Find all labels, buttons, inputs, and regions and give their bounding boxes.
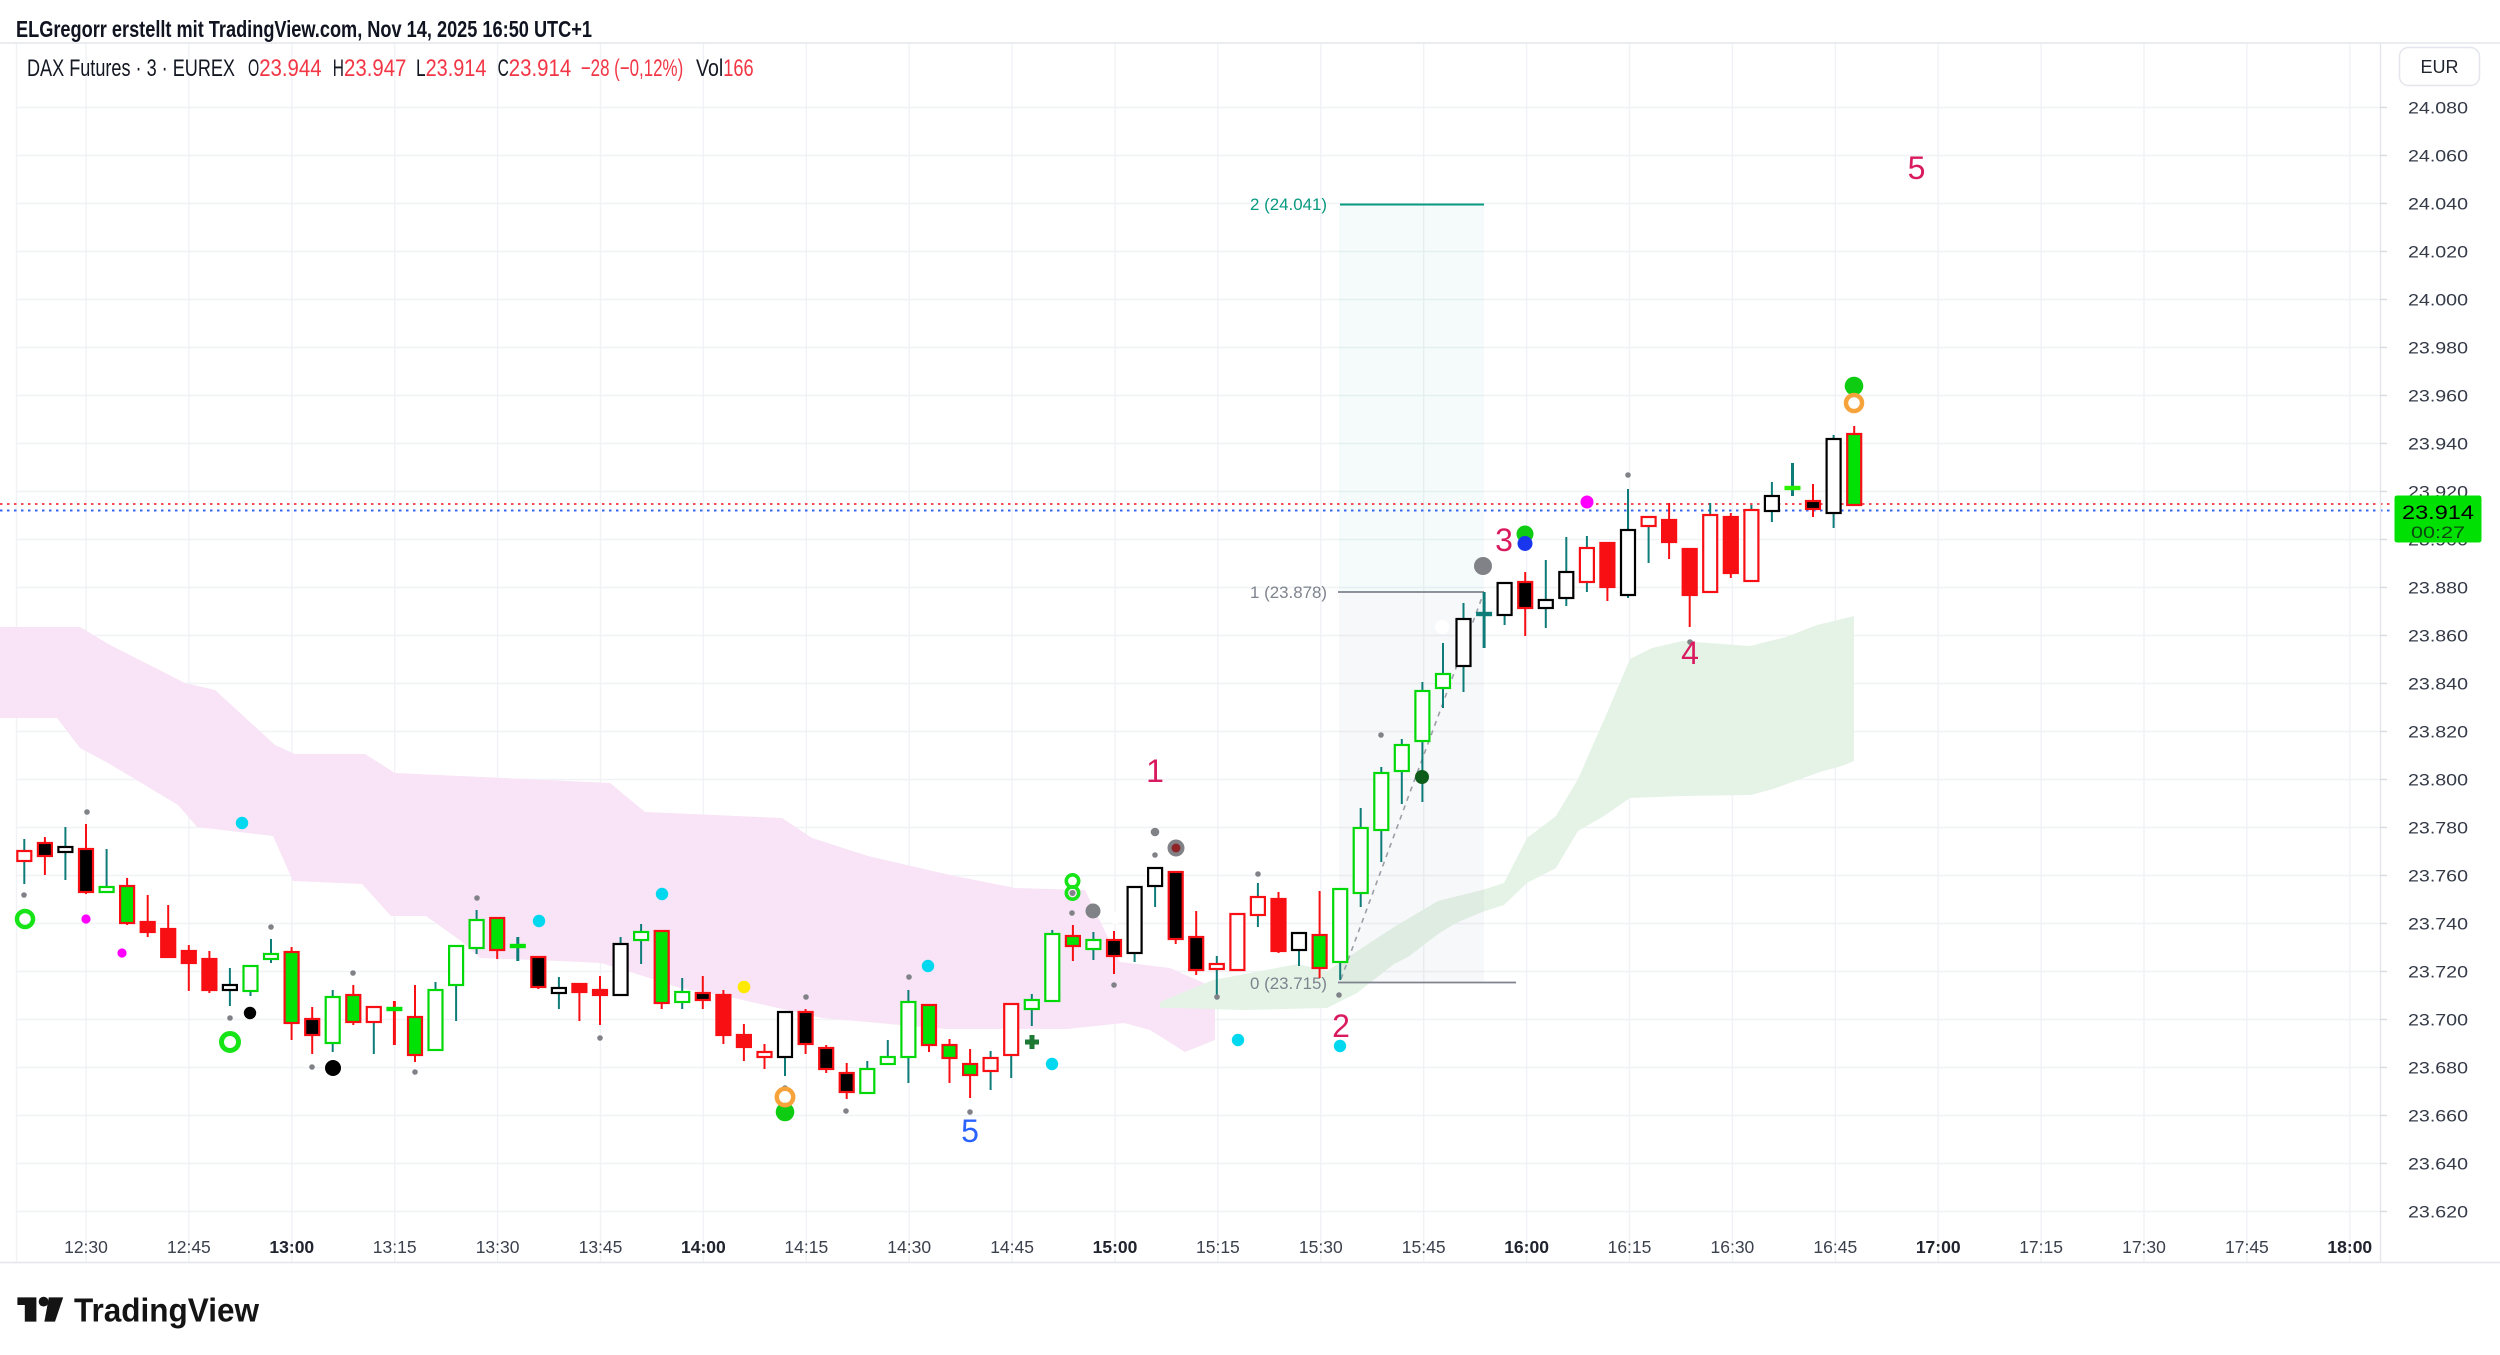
svg-text:23.960: 23.960 <box>2408 388 2468 406</box>
svg-text:17:30: 17:30 <box>2122 1237 2166 1257</box>
svg-text:16:15: 16:15 <box>1608 1237 1652 1257</box>
svg-text:14:45: 14:45 <box>990 1237 1034 1257</box>
svg-text:166: 166 <box>723 55 753 82</box>
svg-text:14:15: 14:15 <box>784 1237 828 1257</box>
svg-text:00:27: 00:27 <box>2411 523 2465 542</box>
svg-text:16:00: 16:00 <box>1504 1237 1549 1257</box>
svg-text:23.820: 23.820 <box>2408 724 2468 742</box>
svg-text:16:45: 16:45 <box>1813 1237 1857 1257</box>
svg-text:1: 1 <box>1146 753 1164 789</box>
svg-text:L: L <box>416 55 426 82</box>
svg-text:16:30: 16:30 <box>1711 1237 1755 1257</box>
svg-text:18:00: 18:00 <box>2327 1237 2372 1257</box>
svg-text:23.760: 23.760 <box>2408 868 2468 886</box>
svg-text:24.040: 24.040 <box>2408 196 2468 214</box>
svg-text:23.980: 23.980 <box>2408 340 2468 358</box>
svg-text:15:45: 15:45 <box>1402 1237 1446 1257</box>
svg-text:12:30: 12:30 <box>64 1237 108 1257</box>
svg-text:−28 (−0,12%): −28 (−0,12%) <box>581 55 683 82</box>
svg-text:23.700: 23.700 <box>2408 1012 2468 1030</box>
svg-text:DAX Futures · 3 · EUREX: DAX Futures · 3 · EUREX <box>27 55 235 82</box>
svg-text:23.947: 23.947 <box>344 55 406 82</box>
svg-text:13:45: 13:45 <box>579 1237 623 1257</box>
svg-text:23.640: 23.640 <box>2408 1156 2468 1174</box>
svg-text:14:00: 14:00 <box>681 1237 726 1257</box>
svg-text:17:00: 17:00 <box>1916 1237 1961 1257</box>
svg-text:15:15: 15:15 <box>1196 1237 1240 1257</box>
svg-text:23.944: 23.944 <box>259 55 321 82</box>
svg-text:24.080: 24.080 <box>2408 100 2468 118</box>
svg-text:15:00: 15:00 <box>1093 1237 1138 1257</box>
svg-text:13:15: 13:15 <box>373 1237 417 1257</box>
svg-text:2: 2 <box>1332 1008 1350 1044</box>
svg-text:ELGregorr erstellt mit Trading: ELGregorr erstellt mit TradingView.com, … <box>16 16 592 42</box>
svg-text:15:30: 15:30 <box>1299 1237 1343 1257</box>
svg-text:23.740: 23.740 <box>2408 916 2468 934</box>
svg-text:24.000: 24.000 <box>2408 292 2468 310</box>
svg-text:23.914: 23.914 <box>426 55 487 82</box>
svg-text:5: 5 <box>961 1113 979 1149</box>
svg-text:23.680: 23.680 <box>2408 1060 2468 1078</box>
svg-text:17:15: 17:15 <box>2019 1237 2063 1257</box>
svg-text:23.914: 23.914 <box>509 55 571 82</box>
svg-text:23.780: 23.780 <box>2408 820 2468 838</box>
svg-text:EUR: EUR <box>2420 57 2458 77</box>
svg-text:23.620: 23.620 <box>2408 1204 2468 1222</box>
svg-text:1 (23.878): 1 (23.878) <box>1250 583 1327 602</box>
svg-text:23.720: 23.720 <box>2408 964 2468 982</box>
svg-text:23.880: 23.880 <box>2408 580 2468 598</box>
svg-text:13:00: 13:00 <box>269 1237 314 1257</box>
svg-text:14:30: 14:30 <box>887 1237 931 1257</box>
svg-text:3: 3 <box>1495 522 1513 558</box>
svg-text:23.860: 23.860 <box>2408 628 2468 646</box>
svg-text:23.840: 23.840 <box>2408 676 2468 694</box>
svg-text:H: H <box>333 55 344 82</box>
svg-text:2 (24.041): 2 (24.041) <box>1250 195 1327 214</box>
svg-text:5: 5 <box>1908 150 1926 186</box>
svg-text:23.914: 23.914 <box>2402 502 2474 524</box>
svg-text:4: 4 <box>1681 635 1699 671</box>
svg-text:TradingView: TradingView <box>74 1292 259 1329</box>
svg-text:13:30: 13:30 <box>476 1237 520 1257</box>
svg-text:23.660: 23.660 <box>2408 1108 2468 1126</box>
svg-text:23.800: 23.800 <box>2408 772 2468 790</box>
svg-text:C: C <box>498 55 509 82</box>
svg-text:24.060: 24.060 <box>2408 148 2468 166</box>
svg-text:17:45: 17:45 <box>2225 1237 2269 1257</box>
svg-text:0 (23.715): 0 (23.715) <box>1250 974 1327 993</box>
svg-text:23.940: 23.940 <box>2408 436 2468 454</box>
svg-text:Vol: Vol <box>696 55 723 82</box>
svg-text:O: O <box>248 55 259 82</box>
svg-text:24.020: 24.020 <box>2408 244 2468 262</box>
svg-text:12:45: 12:45 <box>167 1237 211 1257</box>
